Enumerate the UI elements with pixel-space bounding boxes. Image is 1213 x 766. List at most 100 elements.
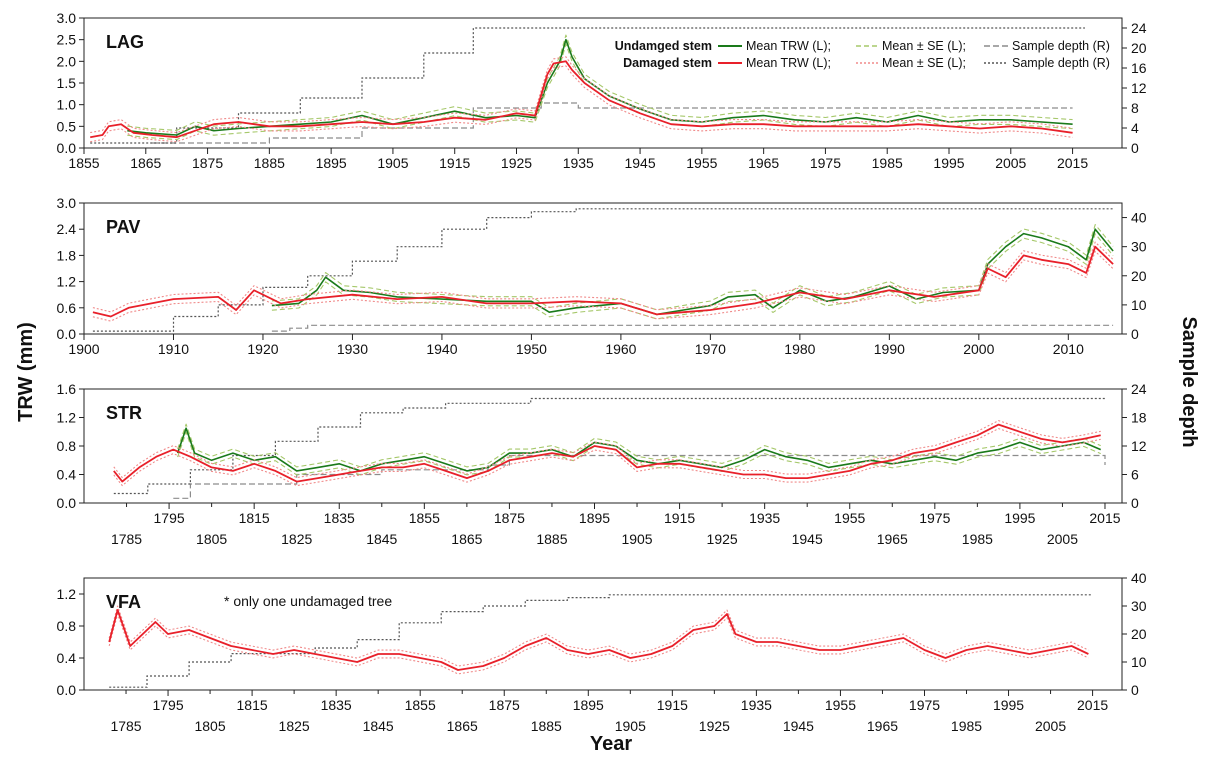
x-tick-label: 1795 bbox=[152, 697, 183, 713]
y-tick-label: 1.2 bbox=[57, 410, 77, 426]
panel-str: 0.0 0.4 0.8 1.2 1.6 0 6 12 18 24 1795 1815 1835 1855 1… bbox=[57, 381, 1147, 547]
damaged-se-lower-line bbox=[113, 428, 1101, 487]
x-tick-label: 1980 bbox=[784, 341, 815, 357]
y2-tick-label: 0 bbox=[1131, 326, 1139, 342]
damaged-mean-line bbox=[113, 423, 1101, 483]
sample-depth-damaged-line bbox=[113, 397, 1105, 495]
y2-tick-label: 20 bbox=[1131, 40, 1147, 56]
panel-vfa: 0.0 0.4 0.8 1.2 0 10 20 30 40 1795 1815 1835 1855 187… bbox=[57, 570, 1147, 734]
y-axis-title: TRW (mm) bbox=[15, 322, 37, 422]
y-tick-label: 1.5 bbox=[57, 75, 77, 91]
legend-damaged-se-label: Mean ± SE (L); bbox=[882, 56, 966, 70]
x-tick-label: 1785 bbox=[111, 531, 142, 547]
y2-tick-label: 20 bbox=[1131, 626, 1147, 642]
x-tick-label: 1950 bbox=[516, 341, 547, 357]
plot-frame bbox=[83, 202, 1123, 335]
x-tick-label: 1975 bbox=[909, 697, 940, 713]
x-tick-label: 1935 bbox=[749, 510, 780, 526]
y-tick-label: 1.6 bbox=[57, 381, 77, 397]
damaged-mean-line bbox=[108, 609, 1089, 671]
x-tick-label: 1885 bbox=[254, 155, 285, 171]
x-axis-title: Year bbox=[590, 733, 632, 755]
y2-tick-label: 12 bbox=[1131, 80, 1147, 96]
y2-tick-label: 10 bbox=[1131, 297, 1147, 313]
y2-tick-label: 30 bbox=[1131, 239, 1147, 255]
legend-damaged-depth-label: Sample depth (R) bbox=[1012, 56, 1110, 70]
plot-frame bbox=[83, 388, 1123, 504]
x-tick-label: 1955 bbox=[686, 155, 717, 171]
damaged-se-lower-line bbox=[90, 65, 1073, 143]
x-tick-label: 1965 bbox=[877, 531, 908, 547]
x-tick-label: 1965 bbox=[748, 155, 779, 171]
x-tick-label: 2005 bbox=[1035, 718, 1066, 734]
x-tick-label: 1935 bbox=[741, 697, 772, 713]
y-tick-label: 1.8 bbox=[57, 247, 77, 263]
x-tick-label: 1865 bbox=[447, 718, 478, 734]
undamaged-se-lower-line bbox=[177, 431, 1101, 476]
undamaged-se-lower-line bbox=[271, 233, 1114, 320]
x-tick-label: 2005 bbox=[1047, 531, 1078, 547]
x-tick-label: 1915 bbox=[664, 510, 695, 526]
damaged-mean-line bbox=[92, 245, 1114, 318]
x-tick-label: 1905 bbox=[621, 531, 652, 547]
y-tick-label: 0.8 bbox=[57, 618, 77, 634]
x-tick-label: 1905 bbox=[377, 155, 408, 171]
y-tick-label: 3.0 bbox=[57, 10, 77, 26]
sample-depth-undamaged-line bbox=[173, 454, 1106, 499]
x-tick-label: 1915 bbox=[439, 155, 470, 171]
x-tick-label: 1865 bbox=[451, 531, 482, 547]
x-tick-label: 1975 bbox=[919, 510, 950, 526]
x-tick-label: 1930 bbox=[337, 341, 368, 357]
x-tick-label: 1785 bbox=[110, 718, 141, 734]
y-tick-label: 2.5 bbox=[57, 32, 77, 48]
x-tick-label: 2000 bbox=[963, 341, 994, 357]
y-tick-label: 2.0 bbox=[57, 53, 77, 69]
y2-axis-title: Sample depth bbox=[1178, 316, 1200, 447]
legend-undamaged-se-label: Mean ± SE (L); bbox=[882, 39, 966, 53]
x-tick-label: 2005 bbox=[995, 155, 1026, 171]
x-tick-label: 1825 bbox=[279, 718, 310, 734]
x-tick-label: 1885 bbox=[536, 531, 567, 547]
y-tick-label: 3.0 bbox=[57, 195, 77, 211]
x-tick-label: 1875 bbox=[192, 155, 223, 171]
y-tick-label: 0.0 bbox=[57, 682, 77, 698]
y-tick-label: 1.0 bbox=[57, 97, 77, 113]
x-tick-label: 1955 bbox=[834, 510, 865, 526]
x-tick-label: 1995 bbox=[1004, 510, 1035, 526]
x-tick-label: 1845 bbox=[363, 718, 394, 734]
y-tick-label: 0.6 bbox=[57, 300, 77, 316]
x-tick-label: 1910 bbox=[158, 341, 189, 357]
x-tick-label: 1960 bbox=[605, 341, 636, 357]
undamaged-se-upper-line bbox=[271, 224, 1114, 311]
x-tick-label: 1985 bbox=[951, 718, 982, 734]
y-tick-label: 0.4 bbox=[57, 650, 77, 666]
panel-label-pav: PAV bbox=[106, 217, 140, 237]
damaged-mean-line bbox=[90, 60, 1073, 139]
y-tick-label: 0.0 bbox=[57, 140, 77, 156]
x-tick-label: 1835 bbox=[324, 510, 355, 526]
y2-tick-label: 16 bbox=[1131, 60, 1147, 76]
y-tick-label: 2.4 bbox=[57, 221, 77, 237]
y2-tick-label: 12 bbox=[1131, 438, 1147, 454]
panel-note: * only one undamaged tree bbox=[224, 593, 392, 609]
damaged-se-upper-line bbox=[113, 420, 1101, 479]
x-tick-label: 2015 bbox=[1077, 697, 1108, 713]
x-tick-label: 1940 bbox=[426, 341, 457, 357]
x-tick-label: 1905 bbox=[615, 718, 646, 734]
panel-pav: 0.0 0.6 1.2 1.8 2.4 3.0 0 10 20 30 40 1900 1910 1920 1… bbox=[57, 195, 1147, 357]
sample-depth-undamaged-line bbox=[271, 324, 1114, 332]
x-tick-label: 1995 bbox=[933, 155, 964, 171]
legend-undamaged-depth-label: Sample depth (R) bbox=[1012, 39, 1110, 53]
y-tick-label: 0.0 bbox=[57, 326, 77, 342]
x-tick-label: 1865 bbox=[130, 155, 161, 171]
x-tick-label: 1925 bbox=[501, 155, 532, 171]
x-tick-label: 1985 bbox=[962, 531, 993, 547]
y2-tick-label: 24 bbox=[1131, 20, 1147, 36]
panel-label-lag: LAG bbox=[106, 32, 144, 52]
damaged-se-lower-line bbox=[108, 613, 1089, 675]
x-tick-label: 1815 bbox=[239, 510, 270, 526]
x-tick-label: 1895 bbox=[316, 155, 347, 171]
x-tick-label: 1835 bbox=[321, 697, 352, 713]
x-tick-label: 1920 bbox=[247, 341, 278, 357]
